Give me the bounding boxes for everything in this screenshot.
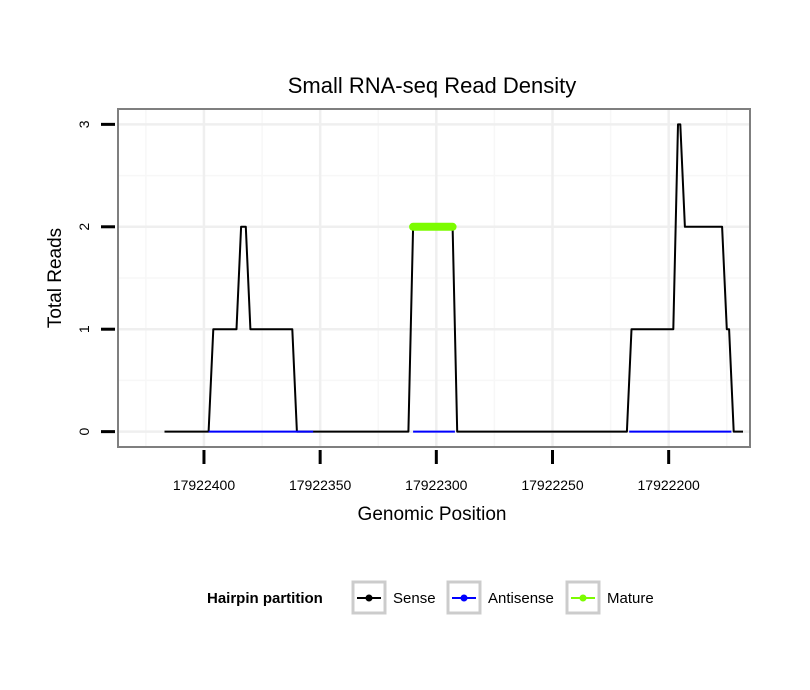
axes: 17922400 17922350 17922300 17922250 17922200… xyxy=(76,120,700,493)
x-axis-title: Genomic Position xyxy=(358,504,507,525)
y-tick-label: 1 xyxy=(76,325,92,333)
x-tick-label: 17922300 xyxy=(405,477,468,493)
chart-title: Small RNA-seq Read Density xyxy=(288,73,577,98)
series-layer xyxy=(164,123,743,433)
x-tick-label: 17922200 xyxy=(638,477,701,493)
y-tick-label: 3 xyxy=(76,120,92,128)
legend-title: Hairpin partition xyxy=(207,590,323,607)
legend: Hairpin partition Sense Antisense Mature xyxy=(207,580,654,615)
y-axis-title: Total Reads xyxy=(45,228,66,328)
y-tick-label: 2 xyxy=(76,223,92,231)
x-tick-label: 17922350 xyxy=(289,477,352,493)
plot-panel-border xyxy=(117,108,751,448)
x-tick-label: 17922250 xyxy=(521,477,584,493)
legend-label-antisense: Antisense xyxy=(488,590,554,607)
grid-lines xyxy=(118,109,750,447)
legend-key-mature xyxy=(565,580,601,615)
legend-label-mature: Mature xyxy=(607,590,654,607)
x-tick-label: 17922400 xyxy=(173,477,236,493)
legend-label-sense: Sense xyxy=(393,590,436,607)
legend-key-antisense xyxy=(446,580,482,615)
y-tick-label: 0 xyxy=(76,428,92,436)
legend-key-sense xyxy=(351,580,387,615)
